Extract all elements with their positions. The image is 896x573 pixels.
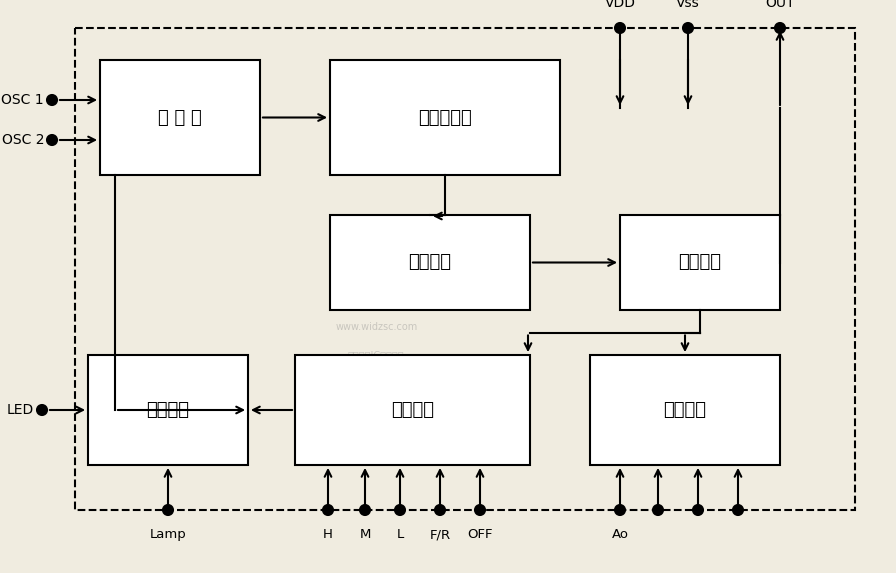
Circle shape (683, 23, 693, 33)
Circle shape (693, 505, 703, 515)
Circle shape (163, 505, 173, 515)
Text: 程序电路: 程序电路 (409, 253, 452, 272)
Text: 地址电路: 地址电路 (664, 401, 707, 419)
Bar (100, 60, 260, 175)
Text: OUT: OUT (765, 0, 795, 10)
Text: VDD: VDD (605, 0, 635, 10)
Circle shape (435, 505, 445, 515)
Text: H: H (323, 528, 333, 541)
Circle shape (733, 505, 743, 515)
Text: L: L (396, 528, 403, 541)
Circle shape (615, 505, 625, 515)
Circle shape (775, 23, 785, 33)
Text: Vss: Vss (676, 0, 700, 10)
Text: 驱动电路: 驱动电路 (678, 253, 721, 272)
Text: 时基发生器: 时基发生器 (418, 108, 472, 127)
Text: OSC 1: OSC 1 (2, 93, 44, 107)
Circle shape (475, 505, 485, 515)
Bar (590, 355, 780, 465)
Bar (330, 60, 560, 175)
Circle shape (323, 505, 333, 515)
Text: 数据输入: 数据输入 (391, 401, 434, 419)
Text: 全球最大IC采购网站: 全球最大IC采购网站 (348, 350, 405, 360)
Text: LED: LED (7, 403, 34, 417)
Bar (295, 355, 530, 465)
Text: OFF: OFF (467, 528, 493, 541)
Text: F/R: F/R (429, 528, 451, 541)
Circle shape (653, 505, 663, 515)
Circle shape (47, 95, 57, 105)
Text: OSC 2: OSC 2 (2, 133, 44, 147)
Text: Lamp: Lamp (150, 528, 186, 541)
Bar (330, 215, 530, 310)
Text: 驱动电路: 驱动电路 (147, 401, 189, 419)
Text: 杭州矩维库电子市场网: 杭州矩维库电子市场网 (343, 293, 409, 303)
Circle shape (615, 23, 625, 33)
Circle shape (37, 405, 47, 415)
Text: Ao: Ao (611, 528, 628, 541)
Text: 振 荡 器: 振 荡 器 (158, 108, 202, 127)
Bar (620, 215, 780, 310)
Circle shape (47, 135, 57, 145)
Text: M: M (359, 528, 371, 541)
Bar (75, 28, 855, 510)
Circle shape (360, 505, 370, 515)
Bar (88, 355, 248, 465)
Circle shape (395, 505, 405, 515)
Text: www.widzsc.com: www.widzsc.com (335, 321, 418, 332)
